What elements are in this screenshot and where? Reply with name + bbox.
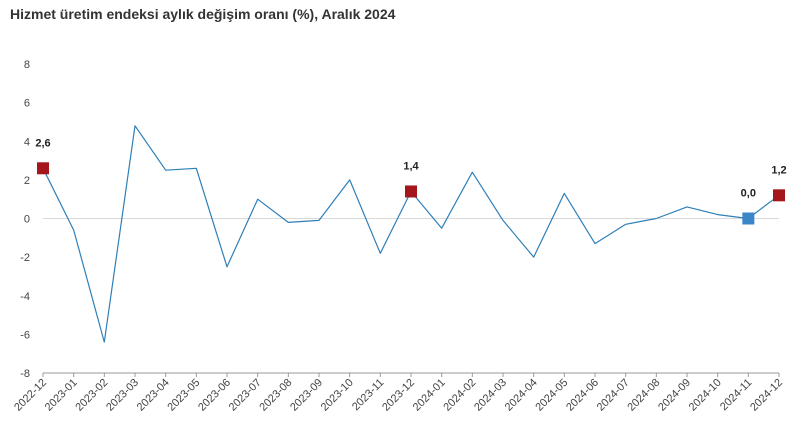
- x-tick-label: 2024-12: [748, 377, 785, 414]
- x-tick-label: 2024-11: [718, 377, 754, 413]
- y-tick-label: 4: [24, 136, 30, 148]
- chart-title: Hizmet üretim endeksi aylık değişim oran…: [10, 6, 396, 22]
- x-tick-label: 2023-07: [227, 377, 264, 414]
- highlight-marker: [773, 189, 785, 202]
- x-tick-label: 2023-08: [257, 377, 294, 414]
- highlight-marker: [405, 185, 417, 198]
- data-label: 1,4: [403, 160, 419, 172]
- x-axis: 2022-122023-012023-022023-032023-042023-…: [12, 372, 785, 414]
- x-tick-label: 2024-03: [472, 377, 509, 414]
- x-tick-label: 2024-01: [411, 377, 448, 414]
- series-path: [42, 125, 780, 343]
- data-label: 0,0: [741, 188, 756, 200]
- x-tick-label: 2023-04: [135, 377, 172, 414]
- y-tick-label: -8: [20, 368, 30, 380]
- series-line: [42, 125, 780, 343]
- x-tick-label: 2023-05: [165, 377, 202, 414]
- x-tick-label: 2023-02: [73, 377, 110, 414]
- y-tick-label: -2: [20, 252, 30, 264]
- y-tick-label: -4: [20, 291, 30, 303]
- y-axis: 8 6 4 2 0 -2 -4 -6 -8: [20, 59, 779, 380]
- data-label: 2,6: [35, 137, 50, 149]
- x-tick-label: 2023-09: [288, 377, 325, 414]
- highlight-marker: [37, 162, 49, 175]
- x-tick-label: 2024-10: [687, 377, 724, 414]
- x-tick-label: 2023-03: [104, 377, 141, 414]
- x-tick-label: 2024-09: [656, 377, 693, 414]
- x-tick-label: 2024-08: [625, 377, 662, 414]
- x-tick-label: 2023-11: [350, 377, 386, 413]
- y-tick-label: 0: [24, 214, 30, 226]
- x-tick-label: 2023-06: [196, 377, 233, 414]
- x-tick-label: 2024-06: [564, 377, 601, 414]
- x-tick-label: 2023-01: [43, 377, 80, 414]
- x-tick-label: 2024-07: [595, 377, 632, 414]
- x-tick-label: 2023-12: [380, 377, 417, 414]
- x-tick-label: 2023-10: [319, 377, 356, 414]
- y-tick-label: -6: [20, 329, 30, 341]
- x-tick-label: 2024-05: [533, 377, 570, 414]
- highlight-markers: 2,6 1,4 0,0 1,2: [35, 137, 787, 225]
- y-tick-label: 8: [24, 59, 30, 71]
- x-tick-label: 2022-12: [12, 377, 49, 414]
- data-label: 1,2: [771, 164, 786, 176]
- x-tick-label: 2024-02: [441, 377, 478, 414]
- highlight-marker: [742, 212, 755, 225]
- x-tick-label: 2024-04: [503, 377, 540, 414]
- y-tick-label: 6: [24, 98, 30, 110]
- y-tick-label: 2: [24, 175, 30, 187]
